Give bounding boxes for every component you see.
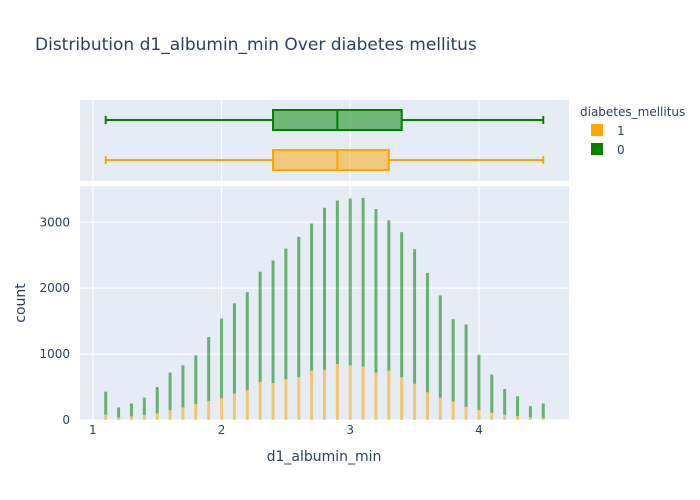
- histogram-bar-1: [425, 392, 429, 420]
- y-tick-label: 3000: [39, 215, 70, 229]
- histogram-bar-0: [155, 387, 159, 414]
- histogram-bar-0: [117, 407, 121, 418]
- x-axis-ticks: 1 2 3 4: [89, 423, 483, 437]
- legend-label-1: 1: [617, 124, 625, 138]
- y-axis-ticks: 0 1000 2000 3000: [39, 215, 70, 427]
- histogram-bar-0: [490, 374, 494, 413]
- histogram-bar-0: [220, 318, 224, 399]
- histogram-bar-1: [503, 414, 507, 420]
- histogram-bar-0: [142, 397, 146, 416]
- histogram-bar-0: [541, 403, 545, 419]
- x-tick-label: 2: [218, 423, 226, 437]
- histogram-bar-1: [220, 398, 224, 420]
- legend-swatch-0: [591, 143, 603, 155]
- histogram-bar-1: [310, 370, 314, 420]
- chart-title: Distribution d1_albumin_min Over diabete…: [35, 35, 477, 55]
- histogram-bar-1: [271, 383, 275, 420]
- histogram-bar-0: [104, 391, 108, 415]
- y-axis-title: count: [13, 283, 29, 323]
- histogram-bar-1: [297, 377, 301, 420]
- x-axis-title: d1_albumin_min: [267, 449, 382, 465]
- histogram-bar-1: [464, 406, 468, 420]
- legend-title: diabetes_mellitus: [580, 105, 685, 119]
- histogram-bar-0: [477, 354, 481, 411]
- histogram-bar-1: [348, 365, 352, 420]
- histogram-bar-1: [104, 414, 108, 420]
- histogram-bar-1: [335, 363, 339, 420]
- histogram-bar-0: [258, 271, 262, 382]
- histogram-bar-1: [155, 413, 159, 420]
- x-tick-label: 4: [475, 423, 483, 437]
- histogram-bar-1: [142, 415, 146, 420]
- histogram-bar-0: [335, 200, 339, 364]
- histogram-bar-0: [271, 260, 275, 384]
- histogram-bar-1: [541, 418, 545, 420]
- y-tick-label: 2000: [39, 281, 70, 295]
- histogram-bar-0: [323, 207, 326, 370]
- histogram-bar-1: [374, 372, 378, 420]
- histogram-bar-1: [477, 410, 481, 420]
- legend: diabetes_mellitus 1 0: [580, 105, 685, 157]
- histogram-bar-0: [464, 324, 468, 407]
- histogram-bar-0: [245, 292, 249, 391]
- legend-label-0: 0: [617, 143, 625, 157]
- histogram-bar-0: [168, 372, 172, 411]
- histogram-bar-0: [297, 236, 301, 378]
- histogram-bar-1: [284, 379, 288, 420]
- histogram-bar-1: [245, 390, 249, 420]
- histogram-bar-0: [232, 303, 236, 394]
- histogram-bar-0: [451, 319, 455, 402]
- histogram-bar-1: [323, 369, 326, 420]
- histogram-bar-0: [207, 336, 211, 401]
- legend-item-0[interactable]: 0: [591, 143, 625, 157]
- histogram-bar-1: [361, 366, 365, 420]
- boxplot-layer: [104, 109, 545, 171]
- histogram-bar-1: [387, 370, 391, 420]
- histogram-bar-0: [348, 198, 352, 366]
- histogram-bar-0: [284, 248, 288, 380]
- histogram-bar-1: [258, 381, 262, 420]
- boxplot-box-1: [272, 149, 390, 171]
- histogram-bar-0: [374, 209, 378, 373]
- histogram-bar-1: [516, 416, 520, 420]
- y-tick-label: 1000: [39, 347, 70, 361]
- histogram-bar-0: [438, 295, 442, 398]
- x-tick-label: 3: [346, 423, 354, 437]
- x-tick-label: 1: [89, 423, 97, 437]
- histogram-bar-0: [503, 389, 507, 415]
- histogram-bar-1: [207, 400, 211, 420]
- histogram-bar-1: [451, 401, 455, 420]
- histogram-bar-1: [400, 377, 404, 420]
- histogram-bar-0: [194, 355, 198, 405]
- histogram-bar-1: [117, 417, 121, 420]
- legend-item-1[interactable]: 1: [591, 124, 625, 138]
- histogram-bars: [104, 197, 545, 420]
- histogram-bar-1: [413, 383, 417, 420]
- histogram-bar-1: [528, 417, 532, 420]
- histogram-bar-1: [129, 416, 133, 420]
- histogram-bar-0: [181, 365, 185, 408]
- y-tick-label: 0: [62, 413, 70, 427]
- histogram-bar-1: [232, 393, 236, 420]
- histogram-bar-0: [528, 406, 532, 418]
- histogram-bar-1: [438, 397, 442, 420]
- histogram-bar-0: [400, 232, 404, 378]
- histogram-bar-1: [194, 404, 198, 420]
- histogram-bar-0: [413, 249, 417, 384]
- histogram-bar-1: [181, 407, 185, 420]
- histogram-bar-1: [490, 412, 494, 420]
- histogram-bar-0: [310, 223, 314, 371]
- histogram-bar-0: [129, 403, 133, 417]
- histogram-bar-0: [425, 273, 429, 393]
- histogram-bar-0: [361, 197, 365, 367]
- legend-swatch-1: [591, 124, 603, 136]
- histogram-bar-0: [516, 396, 520, 417]
- histogram-bar-0: [387, 220, 391, 371]
- histogram-bar-1: [168, 410, 172, 420]
